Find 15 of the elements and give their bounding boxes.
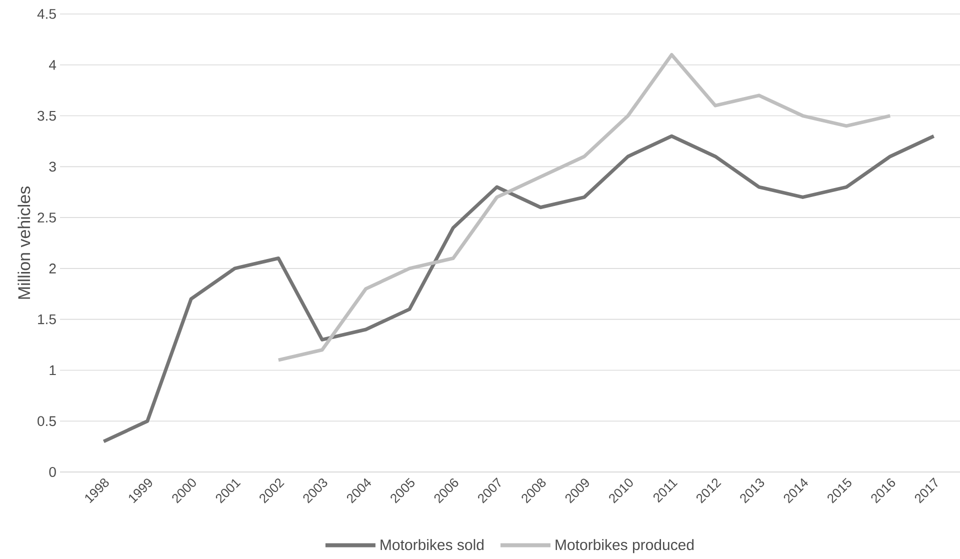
y-tick-label: 1	[50, 365, 56, 376]
line-series	[102, 134, 936, 444]
legend-label: Motorbikes sold	[380, 539, 484, 550]
y-tick-label: 2.5	[38, 212, 56, 223]
y-tick-label: 2	[49, 264, 56, 274]
y-axis-title: Million vehicles	[18, 186, 30, 299]
y-tick-label: 0.5	[38, 416, 56, 426]
y-tick-label: 4.5	[37, 9, 56, 19]
y-tick-label: 4	[49, 60, 56, 70]
legend-label: Motorbikes produced	[556, 539, 694, 554]
y-tick-label: 1.5	[38, 314, 56, 324]
line-series	[276, 52, 892, 362]
y-tick-label: 0	[49, 467, 56, 477]
y-tick-label: 3	[49, 162, 56, 172]
y-tick-label: 3.5	[38, 110, 56, 121]
